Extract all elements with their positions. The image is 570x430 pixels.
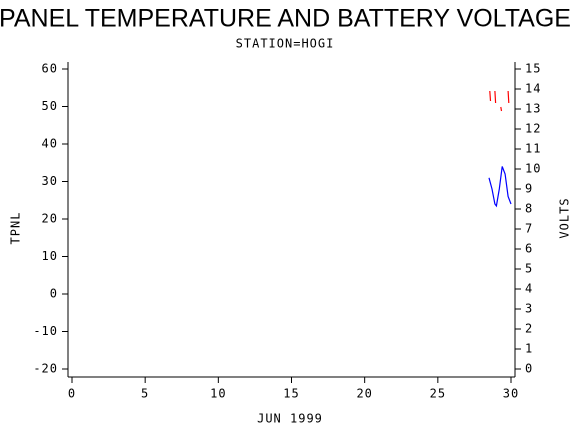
y2-tick-label: 2 — [525, 322, 533, 336]
y2-tick-label: 10 — [525, 162, 541, 176]
y-tick-label: 0 — [50, 287, 58, 301]
data-line — [490, 91, 511, 111]
x-tick-label: 30 — [503, 387, 519, 401]
y2-tick-label: 3 — [525, 302, 533, 316]
y2-tick-label: 12 — [525, 122, 541, 136]
y2-tick-label: 4 — [525, 282, 533, 296]
y-tick-label: 40 — [42, 137, 58, 151]
y2-tick-label: 5 — [525, 262, 533, 276]
y2-tick-label: 8 — [525, 202, 533, 216]
y2-tick-label: 1 — [525, 342, 533, 356]
y2-axis-label: VOLTS — [558, 197, 570, 238]
y2-tick-label: 13 — [525, 102, 541, 116]
y-tick-label: 10 — [42, 249, 58, 263]
y2-tick-label: 14 — [525, 82, 541, 96]
y-tick-label: 30 — [42, 174, 58, 188]
y2-tick-label: 6 — [525, 242, 533, 256]
x-tick-label: 15 — [283, 387, 299, 401]
y-tick-label: 20 — [42, 212, 58, 226]
y2-tick-label: 7 — [525, 222, 533, 236]
x-tick-label: 25 — [430, 387, 446, 401]
y2-tick-label: 11 — [525, 142, 541, 156]
y-tick-label: 60 — [42, 62, 58, 76]
y-axis-label: TPNL — [9, 212, 23, 245]
x-tick-label: 0 — [68, 387, 76, 401]
data-line — [488, 166, 512, 208]
x-tick-label: 10 — [210, 387, 226, 401]
x-tick-label: 20 — [356, 387, 372, 401]
y2-tick-label: 15 — [525, 62, 541, 76]
y2-tick-label: 0 — [525, 362, 533, 376]
x-axis-label: JUN 1999 — [257, 412, 323, 426]
y-tick-label: -10 — [33, 324, 58, 338]
chart-title: PANEL TEMPERATURE AND BATTERY VOLTAGE — [0, 5, 570, 33]
chart-subtitle: STATION=HOGI — [236, 37, 335, 51]
y-tick-label: -20 — [33, 362, 58, 376]
y2-tick-label: 9 — [525, 182, 533, 196]
x-tick-label: 5 — [141, 387, 149, 401]
y-tick-label: 50 — [42, 99, 58, 113]
